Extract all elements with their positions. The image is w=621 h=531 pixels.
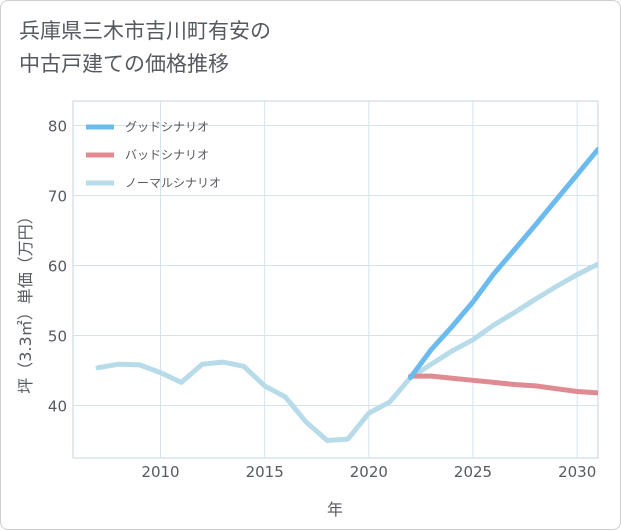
x-tick-label-2020: 2020 (350, 463, 388, 481)
series-line-normal (95, 261, 598, 443)
series-lines (95, 146, 598, 443)
legend-label-bad: バッドシナリオ (125, 148, 209, 162)
x-axis-label: 年 (327, 500, 343, 519)
y-tick-label-40: 40 (48, 398, 67, 416)
y-axis-label: 坪（3.3㎡）単価（万円） (16, 208, 35, 393)
y-tick-label-60: 60 (48, 258, 67, 276)
axis-ticks: 2010 2015 2020 2025 2030 40 50 60 70 80 (48, 118, 596, 482)
series-line-bad (408, 373, 598, 396)
series-line-good (408, 146, 598, 380)
chart-title: 兵庫県三木市吉川町有安の 中古戸建ての価格推移 (19, 15, 271, 81)
grid-lines (73, 101, 598, 458)
chart-title-line-2: 中古戸建ての価格推移 (19, 52, 229, 76)
legend-label-normal: ノーマルシナリオ (125, 176, 221, 190)
legend-label-good: グッドシナリオ (125, 120, 209, 134)
x-tick-label-2025: 2025 (454, 463, 492, 481)
x-tick-label-2030: 2030 (558, 463, 596, 481)
y-tick-label-50: 50 (48, 328, 67, 346)
chart-title-line-1: 兵庫県三木市吉川町有安の (19, 19, 271, 43)
y-tick-label-80: 80 (48, 118, 67, 136)
x-tick-label-2010: 2010 (141, 463, 179, 481)
y-tick-label-70: 70 (48, 188, 67, 206)
x-tick-label-2015: 2015 (246, 463, 284, 481)
